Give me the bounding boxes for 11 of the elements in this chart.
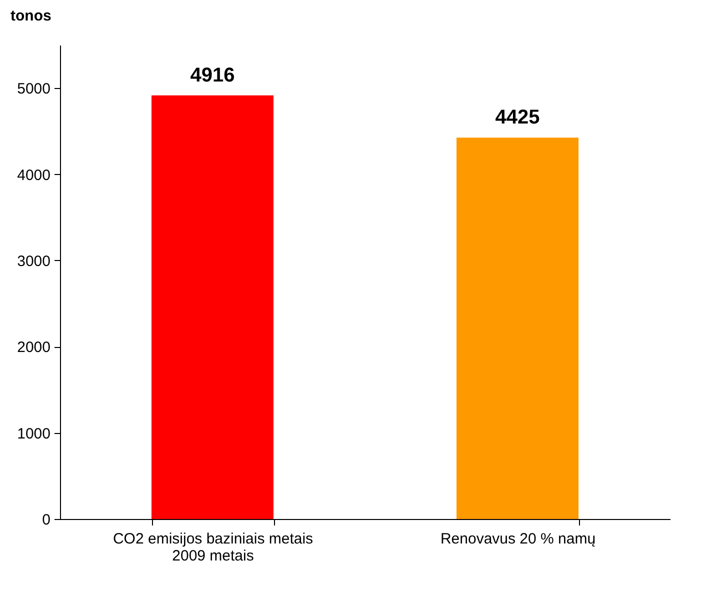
y-tick-label: 2000 xyxy=(17,339,50,356)
y-tick-label: 4000 xyxy=(17,166,50,184)
y-tick-label: 5000 xyxy=(17,80,50,98)
x-tick-label: Renovavus 20 % namų xyxy=(440,530,596,548)
y-tick-label: 1000 xyxy=(17,425,50,442)
data-label: 4916 xyxy=(190,64,235,86)
y-axis-title: tonos xyxy=(10,8,52,24)
y-tick-label: 0 xyxy=(42,512,50,528)
y-tick-label: 3000 xyxy=(17,252,50,270)
data-label: 4425 xyxy=(495,106,540,129)
x-tick-label: CO2 emisijos baziniais metais 2009 metais xyxy=(112,530,314,564)
